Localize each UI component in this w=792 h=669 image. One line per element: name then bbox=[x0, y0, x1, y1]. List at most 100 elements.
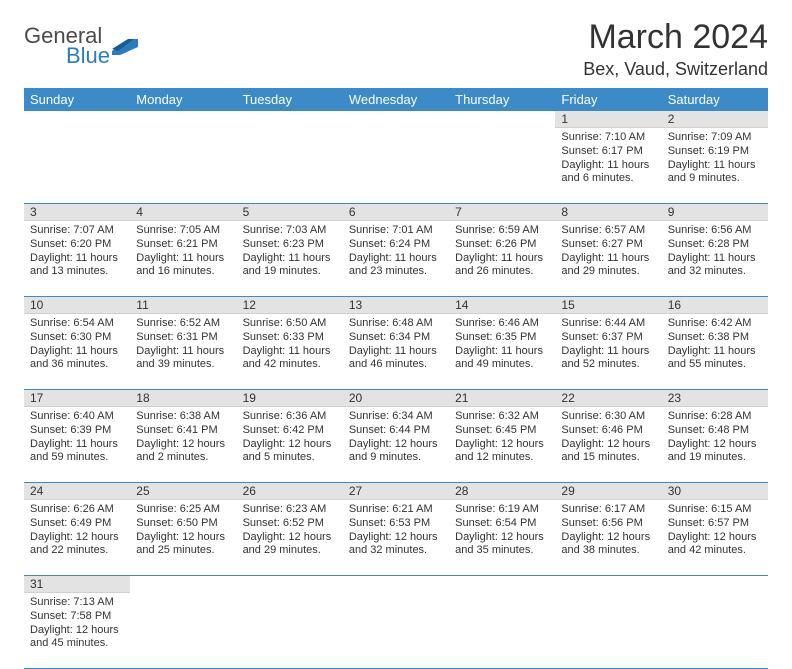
day-cell: Sunrise: 6:38 AMSunset: 6:41 PMDaylight:… bbox=[130, 407, 236, 483]
sunset-text: Sunset: 6:46 PM bbox=[561, 424, 655, 438]
sunset-text: Sunset: 6:42 PM bbox=[243, 424, 337, 438]
sunset-text: Sunset: 6:39 PM bbox=[30, 424, 124, 438]
daylight-text: Daylight: 11 hours and 29 minutes. bbox=[561, 252, 655, 280]
day-number-cell bbox=[449, 576, 555, 593]
sunrise-text: Sunrise: 6:23 AM bbox=[243, 503, 337, 517]
day-number-cell: 9 bbox=[662, 204, 768, 221]
sunrise-text: Sunrise: 6:44 AM bbox=[561, 317, 655, 331]
sunset-text: Sunset: 6:17 PM bbox=[561, 145, 655, 159]
sunrise-text: Sunrise: 6:48 AM bbox=[349, 317, 443, 331]
day-number-cell: 5 bbox=[237, 204, 343, 221]
daylight-text: Daylight: 12 hours and 9 minutes. bbox=[349, 438, 443, 466]
daylight-text: Daylight: 11 hours and 6 minutes. bbox=[561, 159, 655, 187]
day-cell: Sunrise: 6:30 AMSunset: 6:46 PMDaylight:… bbox=[555, 407, 661, 483]
sunset-text: Sunset: 6:28 PM bbox=[668, 238, 762, 252]
daylight-text: Daylight: 11 hours and 36 minutes. bbox=[30, 345, 124, 373]
week-row: Sunrise: 7:10 AMSunset: 6:17 PMDaylight:… bbox=[24, 128, 768, 204]
day-cell: Sunrise: 6:26 AMSunset: 6:49 PMDaylight:… bbox=[24, 500, 130, 576]
sunset-text: Sunset: 6:23 PM bbox=[243, 238, 337, 252]
daynum-row: 12 bbox=[24, 111, 768, 128]
day-cell: Sunrise: 6:42 AMSunset: 6:38 PMDaylight:… bbox=[662, 314, 768, 390]
day-cell: Sunrise: 6:15 AMSunset: 6:57 PMDaylight:… bbox=[662, 500, 768, 576]
day-cell: Sunrise: 6:44 AMSunset: 6:37 PMDaylight:… bbox=[555, 314, 661, 390]
day-cell: Sunrise: 6:32 AMSunset: 6:45 PMDaylight:… bbox=[449, 407, 555, 483]
day-cell bbox=[555, 593, 661, 669]
day-number-cell bbox=[555, 576, 661, 593]
daylight-text: Daylight: 12 hours and 42 minutes. bbox=[668, 531, 762, 559]
day-number-cell: 13 bbox=[343, 297, 449, 314]
sunrise-text: Sunrise: 7:10 AM bbox=[561, 131, 655, 145]
daylight-text: Daylight: 12 hours and 32 minutes. bbox=[349, 531, 443, 559]
day-number-cell: 24 bbox=[24, 483, 130, 500]
sunrise-text: Sunrise: 6:46 AM bbox=[455, 317, 549, 331]
daylight-text: Daylight: 11 hours and 52 minutes. bbox=[561, 345, 655, 373]
day-number-cell: 28 bbox=[449, 483, 555, 500]
daylight-text: Daylight: 12 hours and 12 minutes. bbox=[455, 438, 549, 466]
sunset-text: Sunset: 6:37 PM bbox=[561, 331, 655, 345]
sunset-text: Sunset: 6:54 PM bbox=[455, 517, 549, 531]
daylight-text: Daylight: 11 hours and 32 minutes. bbox=[668, 252, 762, 280]
day-cell bbox=[449, 593, 555, 669]
day-cell: Sunrise: 7:03 AMSunset: 6:23 PMDaylight:… bbox=[237, 221, 343, 297]
day-number-cell: 8 bbox=[555, 204, 661, 221]
day-cell: Sunrise: 6:28 AMSunset: 6:48 PMDaylight:… bbox=[662, 407, 768, 483]
sunrise-text: Sunrise: 6:42 AM bbox=[668, 317, 762, 331]
sunset-text: Sunset: 6:34 PM bbox=[349, 331, 443, 345]
sunset-text: Sunset: 6:44 PM bbox=[349, 424, 443, 438]
day-header: Monday bbox=[130, 88, 236, 111]
day-cell: Sunrise: 6:59 AMSunset: 6:26 PMDaylight:… bbox=[449, 221, 555, 297]
daylight-text: Daylight: 11 hours and 59 minutes. bbox=[30, 438, 124, 466]
week-row: Sunrise: 7:07 AMSunset: 6:20 PMDaylight:… bbox=[24, 221, 768, 297]
daylight-text: Daylight: 12 hours and 45 minutes. bbox=[30, 624, 124, 652]
daylight-text: Daylight: 12 hours and 2 minutes. bbox=[136, 438, 230, 466]
sunset-text: Sunset: 6:45 PM bbox=[455, 424, 549, 438]
logo-flag-icon bbox=[112, 37, 138, 55]
day-cell bbox=[662, 593, 768, 669]
sunrise-text: Sunrise: 6:54 AM bbox=[30, 317, 124, 331]
day-number-cell: 3 bbox=[24, 204, 130, 221]
sunrise-text: Sunrise: 7:05 AM bbox=[136, 224, 230, 238]
sunset-text: Sunset: 6:19 PM bbox=[668, 145, 762, 159]
sunrise-text: Sunrise: 6:57 AM bbox=[561, 224, 655, 238]
daylight-text: Daylight: 11 hours and 23 minutes. bbox=[349, 252, 443, 280]
day-number-cell bbox=[343, 111, 449, 128]
daylight-text: Daylight: 12 hours and 19 minutes. bbox=[668, 438, 762, 466]
sunrise-text: Sunrise: 6:26 AM bbox=[30, 503, 124, 517]
month-title: March 2024 bbox=[583, 18, 768, 57]
day-cell: Sunrise: 7:07 AMSunset: 6:20 PMDaylight:… bbox=[24, 221, 130, 297]
day-cell bbox=[24, 128, 130, 204]
sunrise-text: Sunrise: 6:59 AM bbox=[455, 224, 549, 238]
day-cell bbox=[237, 593, 343, 669]
daylight-text: Daylight: 11 hours and 19 minutes. bbox=[243, 252, 337, 280]
day-cell: Sunrise: 6:36 AMSunset: 6:42 PMDaylight:… bbox=[237, 407, 343, 483]
day-number-cell bbox=[662, 576, 768, 593]
day-cell bbox=[449, 128, 555, 204]
sunrise-text: Sunrise: 6:21 AM bbox=[349, 503, 443, 517]
daylight-text: Daylight: 11 hours and 49 minutes. bbox=[455, 345, 549, 373]
sunset-text: Sunset: 6:35 PM bbox=[455, 331, 549, 345]
logo: General Blue bbox=[24, 18, 138, 67]
day-cell bbox=[130, 593, 236, 669]
sunrise-text: Sunrise: 7:09 AM bbox=[668, 131, 762, 145]
daynum-row: 10111213141516 bbox=[24, 297, 768, 314]
day-cell: Sunrise: 7:13 AMSunset: 7:58 PMDaylight:… bbox=[24, 593, 130, 669]
sunrise-text: Sunrise: 6:25 AM bbox=[136, 503, 230, 517]
day-number-cell: 31 bbox=[24, 576, 130, 593]
daynum-row: 24252627282930 bbox=[24, 483, 768, 500]
week-row: Sunrise: 6:54 AMSunset: 6:30 PMDaylight:… bbox=[24, 314, 768, 390]
day-number-cell: 15 bbox=[555, 297, 661, 314]
day-cell: Sunrise: 6:17 AMSunset: 6:56 PMDaylight:… bbox=[555, 500, 661, 576]
day-number-cell bbox=[343, 576, 449, 593]
day-header: Tuesday bbox=[237, 88, 343, 111]
day-cell: Sunrise: 6:48 AMSunset: 6:34 PMDaylight:… bbox=[343, 314, 449, 390]
sunrise-text: Sunrise: 6:36 AM bbox=[243, 410, 337, 424]
day-header: Saturday bbox=[662, 88, 768, 111]
calendar-table: SundayMondayTuesdayWednesdayThursdayFrid… bbox=[24, 88, 768, 669]
daylight-text: Daylight: 12 hours and 15 minutes. bbox=[561, 438, 655, 466]
day-cell: Sunrise: 6:50 AMSunset: 6:33 PMDaylight:… bbox=[237, 314, 343, 390]
sunrise-text: Sunrise: 6:50 AM bbox=[243, 317, 337, 331]
day-cell: Sunrise: 7:09 AMSunset: 6:19 PMDaylight:… bbox=[662, 128, 768, 204]
daylight-text: Daylight: 12 hours and 38 minutes. bbox=[561, 531, 655, 559]
day-header: Sunday bbox=[24, 88, 130, 111]
header: General Blue March 2024 Bex, Vaud, Switz… bbox=[24, 18, 768, 80]
